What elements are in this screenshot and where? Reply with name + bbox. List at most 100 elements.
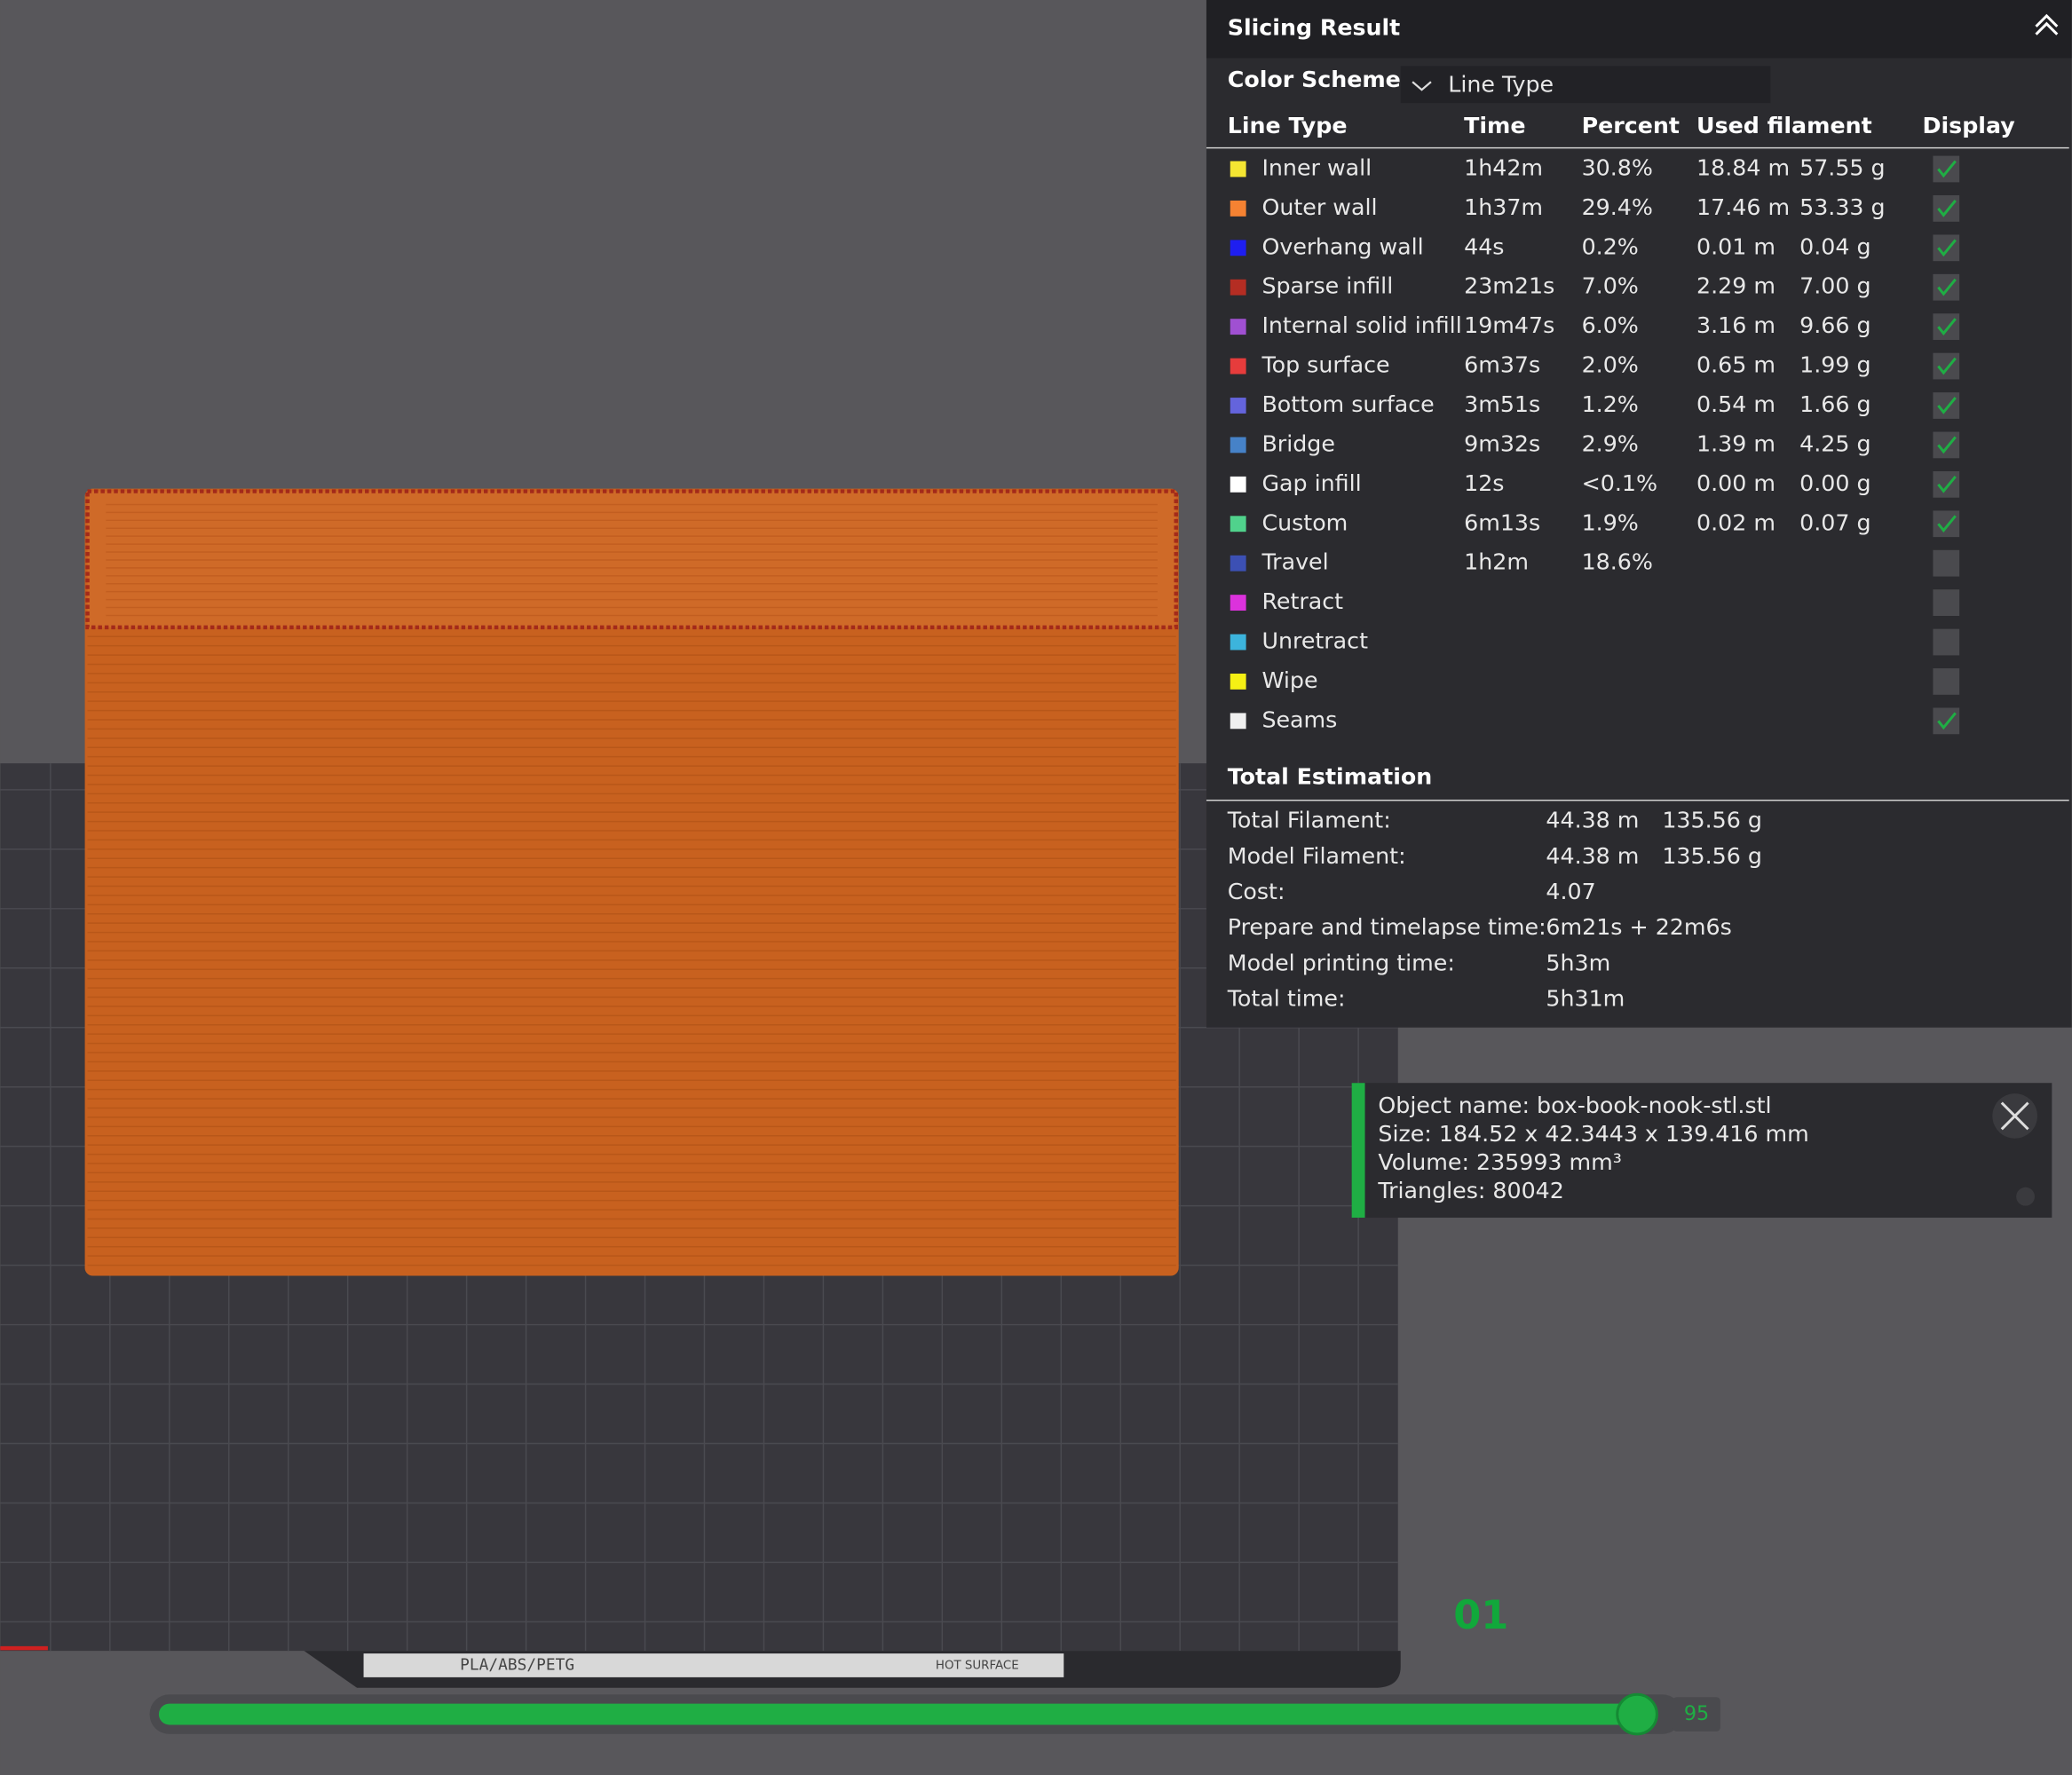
model-layers: [87, 503, 1176, 1266]
percent: 2.0%: [1582, 352, 1639, 378]
column-header: Display: [1923, 113, 2016, 138]
display-checkbox[interactable]: [1933, 549, 1960, 577]
total-label: Model printing time:: [1228, 950, 1455, 975]
line-type: Gap infill: [1261, 470, 1361, 496]
column-header: Used filament: [1696, 113, 1872, 138]
color-scheme-dropdown[interactable]: [1400, 66, 1771, 104]
display-checkbox[interactable]: [1933, 352, 1960, 380]
dropdown-arrow: [1412, 81, 1432, 91]
display-checkbox[interactable]: [1933, 707, 1960, 735]
percent: 30.8%: [1582, 154, 1653, 180]
column-header: Time: [1464, 113, 1525, 138]
length: 0.01 m: [1696, 233, 1775, 259]
slider-knob[interactable]: [1616, 1692, 1658, 1736]
swatch: [1230, 713, 1246, 730]
display-checkbox[interactable]: [1933, 155, 1960, 183]
line-type: Seams: [1261, 706, 1337, 732]
color-scheme-value: Line Type: [1448, 72, 1554, 98]
plate-label-bar: [363, 1653, 1064, 1677]
check-mark: [1937, 397, 1957, 414]
object-info-accent: [1351, 1083, 1365, 1219]
weight: 9.66 g: [1799, 312, 1870, 338]
swatch: [1230, 240, 1246, 256]
minimize-button[interactable]: [2016, 1187, 2035, 1206]
total-value: 4.07: [1546, 879, 1595, 904]
time: 6m37s: [1464, 352, 1540, 378]
display-checkbox[interactable]: [1933, 234, 1960, 262]
plate-surface: HOT SURFACE: [936, 1659, 1019, 1672]
display-checkbox[interactable]: [1933, 628, 1960, 656]
swatch: [1230, 358, 1246, 375]
line-type: Top surface: [1261, 352, 1389, 378]
percent: 1.9%: [1582, 509, 1639, 535]
line-type: Custom: [1261, 509, 1348, 535]
total-label: Total time:: [1227, 985, 1346, 1011]
length: 1.39 m: [1696, 430, 1775, 456]
display-checkbox[interactable]: [1933, 510, 1960, 538]
check-mark: [1937, 712, 1957, 730]
line-type: Bridge: [1261, 430, 1334, 456]
display-checkbox[interactable]: [1933, 273, 1960, 301]
object-info: [1351, 1083, 2052, 1219]
line-type: Inner wall: [1261, 154, 1372, 180]
object-info-line: Size: 184.52 x 42.3443 x 139.416 mm: [1378, 1121, 1808, 1147]
line-type: Overhang wall: [1261, 233, 1423, 259]
swatch: [1230, 319, 1246, 335]
time: 6m13s: [1464, 509, 1540, 535]
check-mark: [1937, 515, 1957, 533]
percent: <0.1%: [1582, 470, 1657, 496]
time: 1h2m: [1464, 549, 1529, 575]
display-checkbox[interactable]: [1933, 195, 1960, 222]
slider-track[interactable]: [158, 1703, 1639, 1725]
line-type: Wipe: [1261, 667, 1317, 693]
check-mark: [1937, 200, 1957, 217]
line-type: Retract: [1261, 588, 1343, 614]
total-label: Cost:: [1228, 879, 1285, 904]
percent: 18.6%: [1582, 549, 1653, 575]
length: 18.84 m: [1696, 154, 1790, 180]
display-checkbox[interactable]: [1933, 589, 1960, 616]
display-checkbox[interactable]: [1933, 470, 1960, 498]
total-label: Prepare and timelapse time:: [1228, 914, 1546, 940]
length: 0.00 m: [1696, 470, 1775, 496]
time: 12s: [1464, 470, 1504, 496]
swatch: [1230, 437, 1246, 454]
display-checkbox[interactable]: [1933, 431, 1960, 459]
weight: 0.00 g: [1799, 470, 1870, 496]
time: 23m21s: [1464, 273, 1554, 299]
percent: 2.9%: [1582, 430, 1639, 456]
collapse-button[interactable]: [2035, 13, 2059, 36]
total-value: 135.56 g: [1662, 808, 1762, 833]
percent: 29.4%: [1582, 194, 1653, 220]
swatch: [1230, 161, 1246, 178]
weight: 0.07 g: [1799, 509, 1870, 535]
display-checkbox[interactable]: [1933, 313, 1960, 341]
swatch: [1230, 200, 1246, 217]
total-value: 5h31m: [1546, 985, 1625, 1011]
panel-header: [1206, 0, 2072, 59]
swatch: [1230, 595, 1246, 611]
object-info-line: Triangles: 80042: [1377, 1178, 1563, 1203]
length: 0.54 m: [1696, 391, 1775, 417]
slicing-panel: [1206, 0, 2072, 1028]
length: 2.29 m: [1696, 273, 1775, 299]
check-mark: [1937, 475, 1957, 493]
swatch: [1230, 476, 1246, 493]
check-mark: [1937, 357, 1957, 375]
time: 3m51s: [1464, 391, 1540, 417]
check-mark: [1937, 318, 1957, 335]
total-value: 44.38 m: [1546, 843, 1639, 869]
total-label: Total Filament:: [1227, 808, 1391, 833]
display-checkbox[interactable]: [1933, 392, 1960, 419]
time: 1h37m: [1464, 194, 1543, 220]
model: [84, 488, 1179, 1276]
display-checkbox[interactable]: [1933, 668, 1960, 695]
line-type: Travel: [1261, 549, 1328, 575]
column-header: Line Type: [1228, 113, 1348, 138]
line-type: Sparse infill: [1261, 273, 1393, 299]
weight: 1.66 g: [1799, 391, 1870, 417]
length: 0.65 m: [1696, 352, 1775, 378]
object-info-line: Object name: box-book-nook-stl.stl: [1378, 1093, 1771, 1118]
